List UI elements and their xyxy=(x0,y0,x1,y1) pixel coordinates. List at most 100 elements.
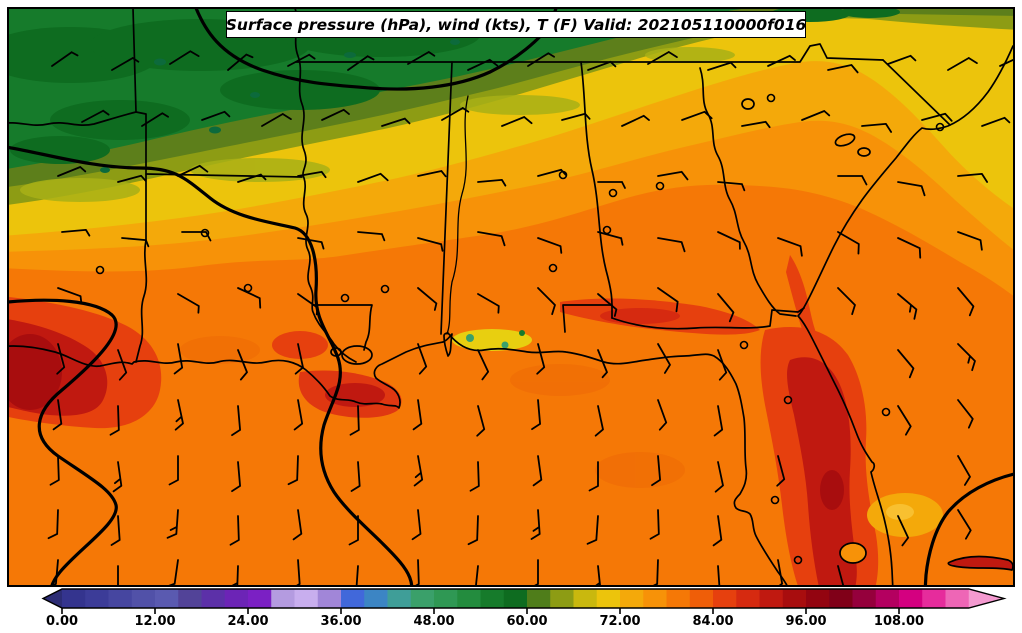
wind-barb xyxy=(117,174,147,183)
wind-barb xyxy=(237,287,262,309)
wind-barb xyxy=(412,399,423,431)
wind-barb xyxy=(293,399,304,431)
wind-barb xyxy=(712,515,723,547)
gulf-coastline xyxy=(8,332,789,586)
wind-barb xyxy=(297,170,327,179)
wind-barb xyxy=(261,113,292,127)
wind-barb xyxy=(801,110,831,121)
border-texas xyxy=(135,111,148,363)
wind-barb xyxy=(297,293,319,316)
wind-barb xyxy=(231,461,241,493)
wind-barb xyxy=(651,455,661,487)
colorbar-segment xyxy=(457,589,481,608)
wind-barb xyxy=(292,509,303,541)
wind-barb xyxy=(407,51,436,65)
wind-barb xyxy=(981,116,1011,127)
wind-barb xyxy=(837,231,860,255)
wind-barb xyxy=(348,515,359,546)
wind-barb xyxy=(777,237,803,257)
calm-wind-station xyxy=(655,181,665,191)
wind-barb xyxy=(586,515,599,545)
colorbar-segment xyxy=(945,589,970,608)
wind-barb xyxy=(657,170,689,181)
colorbar-over-arrow xyxy=(968,589,1004,608)
wind-barb xyxy=(921,112,953,122)
wind-barb xyxy=(174,399,184,431)
wind-barb xyxy=(117,565,119,586)
wind-barb xyxy=(109,405,120,436)
colorbar-tick-label: 84.00 xyxy=(692,614,734,629)
wind-barb xyxy=(52,399,63,431)
calm-wind-station xyxy=(243,283,253,293)
wind-barb xyxy=(527,52,555,67)
wind-barb xyxy=(957,343,976,372)
wind-barb xyxy=(357,172,389,183)
wind-barb xyxy=(290,559,301,586)
wind-barb xyxy=(713,405,724,437)
wind-barb xyxy=(597,293,618,317)
wind-barb xyxy=(417,343,428,375)
colorbar-segment xyxy=(782,589,807,608)
lake-thurmond xyxy=(741,98,755,110)
calm-wind-station xyxy=(935,122,945,132)
wind-barbs-layer xyxy=(46,50,1014,586)
wind-barb xyxy=(897,181,926,197)
isobar-texas-loop xyxy=(8,298,118,586)
isobar-atlantic xyxy=(923,472,1014,586)
wind-barb xyxy=(417,237,444,252)
calm-wind-station xyxy=(881,407,891,417)
colorbar-tick-label: 60.00 xyxy=(506,614,548,629)
wind-barb xyxy=(957,455,971,486)
wind-barb xyxy=(287,455,299,486)
colorbar-tick-label: 12.00 xyxy=(134,614,176,629)
colorbar-segment xyxy=(666,589,691,608)
wind-barb xyxy=(530,509,541,540)
wind-barb xyxy=(837,287,856,316)
wind-barb xyxy=(441,107,470,121)
colorbar-segment xyxy=(387,589,412,608)
wind-barb xyxy=(166,509,179,539)
wind-barb xyxy=(231,405,241,437)
alabama-river xyxy=(446,95,469,335)
lake-marion xyxy=(834,133,856,147)
wind-barb xyxy=(537,287,556,316)
wind-barb xyxy=(469,461,480,492)
wind-barb xyxy=(897,349,915,379)
mississippi-river xyxy=(294,8,357,363)
colorbar-segment xyxy=(922,589,946,608)
calm-wind-station xyxy=(340,293,350,303)
wind-barb xyxy=(887,54,917,65)
colorbar-segment xyxy=(620,589,644,608)
wind-barb xyxy=(237,349,248,381)
colorbar-segment xyxy=(271,589,295,608)
wind-barb xyxy=(827,64,859,74)
colorbar-segment xyxy=(364,589,388,608)
wind-barb xyxy=(177,164,209,177)
wind-barb xyxy=(381,117,411,127)
coastlines xyxy=(8,45,1014,586)
colorbar-segment xyxy=(899,589,923,608)
colorbar-tick-label: 96.00 xyxy=(785,614,827,629)
wind-barb xyxy=(714,461,724,493)
wind-barb xyxy=(347,55,375,71)
wind-barb xyxy=(707,61,737,71)
colorbar-segment xyxy=(550,589,574,608)
lake-moultrie xyxy=(857,147,871,157)
calm-wind-station xyxy=(783,395,793,405)
colorbar-segment xyxy=(155,589,179,608)
wind-barb xyxy=(61,229,91,237)
atlantic-coastline xyxy=(797,45,1014,586)
wind-barb xyxy=(112,461,123,493)
lake-okeechobee xyxy=(839,542,867,564)
colorbar-segment xyxy=(643,589,667,608)
colorbar-segment xyxy=(62,589,86,608)
wind-barb xyxy=(773,559,784,586)
wind-barb xyxy=(957,399,974,429)
calm-wind-station xyxy=(608,188,618,198)
wind-barb xyxy=(111,57,140,71)
grand-bahama-island xyxy=(947,555,1014,571)
colorbar-segment xyxy=(131,589,156,608)
wind-barb xyxy=(57,287,83,304)
